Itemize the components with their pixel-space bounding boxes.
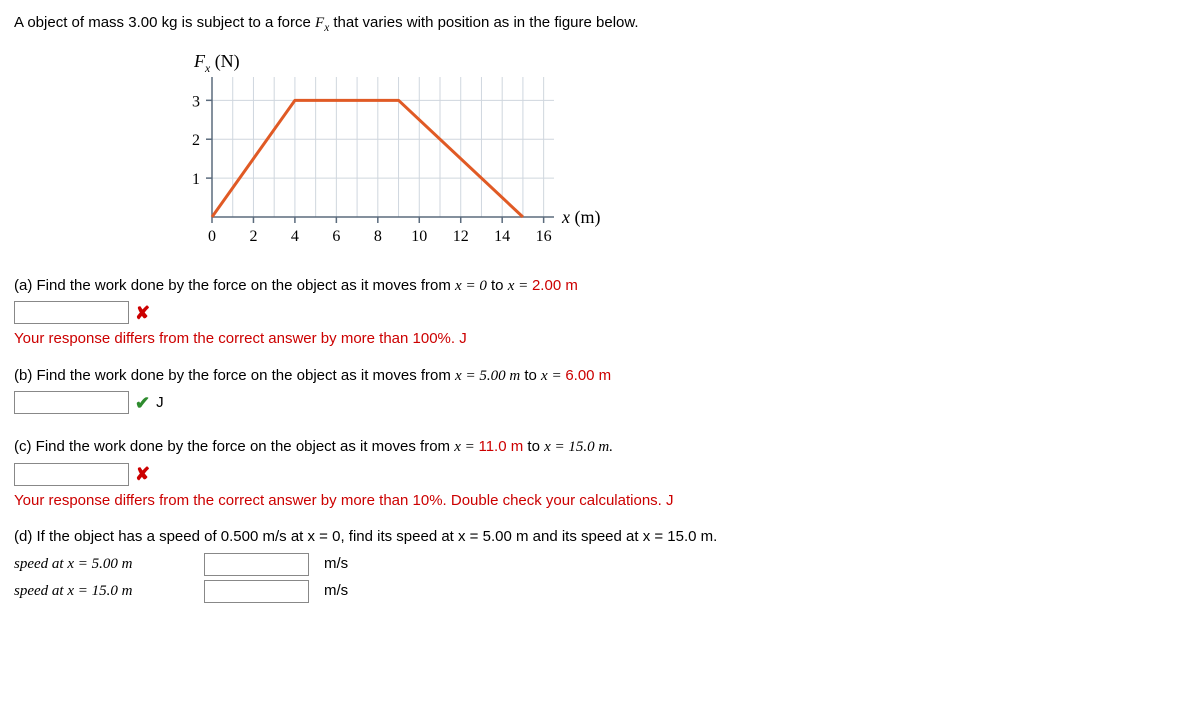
x-from-value: 11.0 m (478, 438, 523, 455)
svg-text:3: 3 (192, 93, 200, 110)
x-from: x = 5.00 m (455, 368, 520, 384)
text: to (520, 367, 541, 384)
svg-text:1: 1 (192, 171, 200, 188)
svg-text:x (m): x (m) (561, 207, 601, 228)
part-c-feedback: Your response differs from the correct a… (14, 490, 1186, 513)
part-b: (b) Find the work done by the force on t… (14, 365, 1186, 388)
text: (a) Find the work done by the force on t… (14, 277, 455, 294)
text: that varies with position as in the figu… (329, 14, 638, 31)
part-b-input[interactable] (14, 391, 129, 414)
x-to: x = 15.0 m. (544, 439, 613, 455)
check-icon: ✔ (135, 394, 150, 412)
part-a-feedback: Your response differs from the correct a… (14, 328, 1186, 351)
part-d-input-2[interactable] (204, 580, 309, 603)
svg-text:8: 8 (374, 228, 382, 245)
text: is subject to a force (177, 14, 315, 31)
x-to-value: 2.00 m (532, 277, 578, 294)
part-c: (c) Find the work done by the force on t… (14, 436, 1186, 459)
text: (b) Find the work done by the force on t… (14, 367, 455, 384)
part-b-unit: J (156, 392, 164, 415)
x-to-prefix: x = (508, 278, 532, 294)
text: (c) Find the work done by the force on t… (14, 438, 454, 455)
mass-value: 3.00 kg (128, 14, 177, 31)
part-d-row2-label: speed at x = 15.0 m (14, 580, 204, 603)
problem-statement: A object of mass 3.00 kg is subject to a… (14, 12, 1186, 37)
x-to-value: 6.00 m (565, 367, 611, 384)
text: to (487, 277, 508, 294)
force-position-chart: 0246810121416123Fx (N)x (m) (154, 47, 624, 257)
svg-text:12: 12 (453, 228, 469, 245)
cross-icon: ✘ (135, 465, 150, 483)
figure: 0246810121416123Fx (N)x (m) (154, 47, 1186, 257)
svg-text:6: 6 (332, 228, 340, 245)
part-a-answer-row: ✘ (14, 301, 1186, 324)
svg-text:2: 2 (192, 132, 200, 149)
part-a-input[interactable] (14, 301, 129, 324)
part-d: (d) If the object has a speed of 0.500 m… (14, 526, 1186, 549)
svg-text:0: 0 (208, 228, 216, 245)
cross-icon: ✘ (135, 304, 150, 322)
svg-text:16: 16 (536, 228, 552, 245)
svg-text:10: 10 (411, 228, 427, 245)
text: A object of mass (14, 14, 128, 31)
svg-text:2: 2 (249, 228, 257, 245)
text: (d) If the object has a speed of 0.500 m… (14, 528, 717, 545)
svg-text:Fx (N): Fx (N) (193, 51, 240, 75)
part-d-grid: speed at x = 5.00 m m/s speed at x = 15.… (14, 553, 1186, 603)
force-symbol: F (315, 15, 324, 31)
part-a: (a) Find the work done by the force on t… (14, 275, 1186, 298)
x-to-prefix: x = (541, 368, 565, 384)
x-from: x = 0 (455, 278, 487, 294)
x-from-prefix: x = (454, 439, 478, 455)
part-b-answer-row: ✔ J (14, 391, 1186, 414)
part-d-row2-unit: m/s (324, 580, 374, 603)
text: to (523, 438, 544, 455)
svg-text:4: 4 (291, 228, 299, 245)
part-d-row1-label: speed at x = 5.00 m (14, 553, 204, 576)
part-c-answer-row: ✘ (14, 463, 1186, 486)
svg-text:14: 14 (494, 228, 510, 245)
part-d-input-1[interactable] (204, 553, 309, 576)
part-d-row1-unit: m/s (324, 553, 374, 576)
part-c-input[interactable] (14, 463, 129, 486)
